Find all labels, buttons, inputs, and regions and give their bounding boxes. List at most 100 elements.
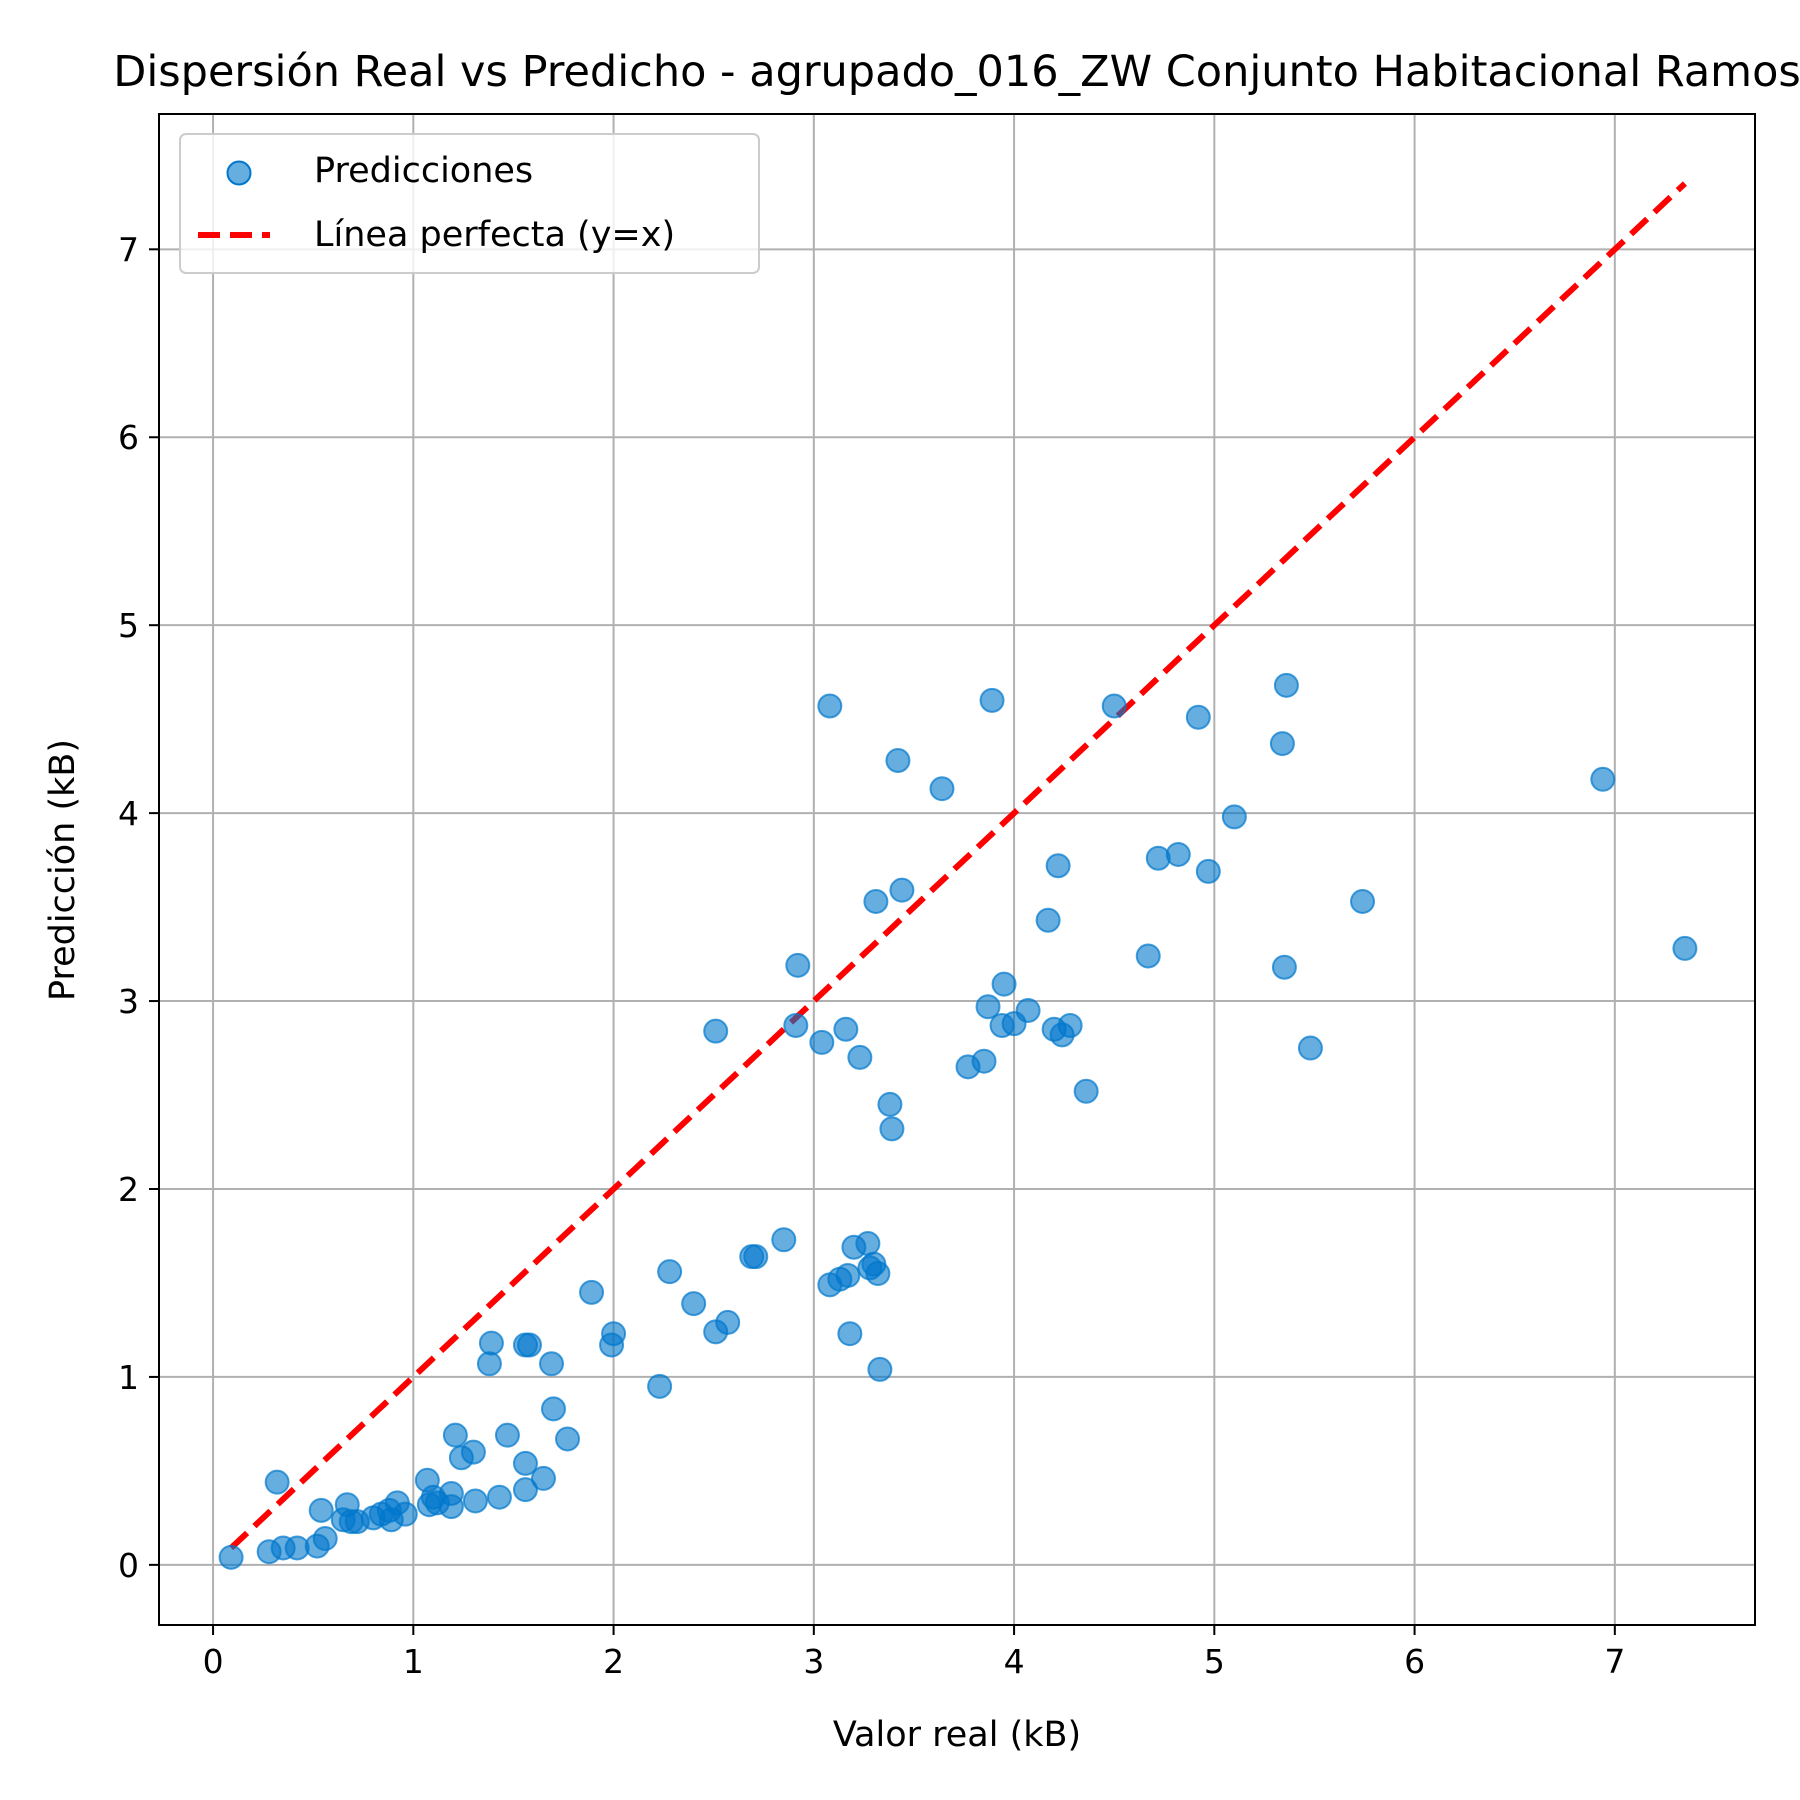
data-point-7 — [308, 1497, 334, 1523]
data-point-38 — [540, 1396, 566, 1422]
data-point-87 — [1073, 1078, 1099, 1104]
data-point-35 — [512, 1477, 538, 1503]
data-point-17 — [392, 1501, 418, 1527]
data-point-96 — [1271, 954, 1297, 980]
perfect-line-layer — [229, 181, 1687, 1551]
data-point-53 — [785, 952, 811, 978]
data-point-24 — [442, 1422, 468, 1448]
y-tick-label-7: 7 — [118, 230, 139, 269]
data-point-48 — [703, 1018, 729, 1044]
y-tick-label-6: 6 — [118, 418, 139, 457]
data-point-79 — [991, 971, 1017, 997]
legend-label-predicciones: Predicciones — [314, 151, 533, 191]
data-point-32 — [512, 1450, 538, 1476]
data-point-72 — [889, 877, 915, 903]
data-point-94 — [1221, 804, 1247, 830]
data-point-47 — [715, 1309, 741, 1335]
data-point-36 — [530, 1465, 556, 1491]
data-point-76 — [975, 994, 1001, 1020]
data-point-66 — [863, 888, 889, 914]
x-tick-label-1: 1 — [403, 1642, 424, 1681]
data-point-95 — [1269, 731, 1295, 757]
data-point-44 — [657, 1259, 683, 1285]
data-point-75 — [971, 1048, 997, 1074]
data-point-91 — [1165, 841, 1191, 867]
data-point-6 — [264, 1469, 290, 1495]
data-point-45 — [681, 1291, 707, 1317]
grid-lines — [159, 114, 1755, 1625]
data-point-90 — [1145, 845, 1171, 871]
data-point-99 — [1350, 888, 1376, 914]
x-tick-label-2: 2 — [603, 1642, 624, 1681]
x-tick-label-0: 0 — [203, 1642, 224, 1681]
data-point-31 — [494, 1422, 520, 1448]
data-point-67 — [865, 1261, 891, 1287]
perfect-line — [229, 181, 1687, 1551]
data-point-101 — [1672, 935, 1698, 961]
data-point-73 — [929, 776, 955, 802]
data-point-39 — [555, 1426, 581, 1452]
y-tick-label-5: 5 — [118, 606, 139, 645]
data-point-54 — [809, 1029, 835, 1055]
data-point-5 — [312, 1526, 338, 1552]
data-point-40 — [579, 1279, 605, 1305]
x-tick-label-7: 7 — [1604, 1642, 1625, 1681]
y-tick-label-4: 4 — [118, 794, 139, 833]
data-point-100 — [1590, 766, 1616, 792]
data-point-92 — [1185, 704, 1211, 730]
data-point-89 — [1135, 943, 1161, 969]
data-point-63 — [855, 1230, 881, 1256]
y-axis-label: Predicción (kB) — [43, 739, 83, 1001]
x-axis-label: Valor real (kB) — [833, 1715, 1081, 1755]
data-point-97 — [1273, 672, 1299, 698]
legend-box — [179, 133, 760, 274]
data-point-86 — [1057, 1012, 1083, 1038]
plot-area-frame — [158, 113, 1756, 1626]
axis-ticks: 0 1 2 3 4 5 6 7 0 1 2 3 4 5 6 7 — [118, 230, 1625, 1681]
data-point-77 — [979, 687, 1005, 713]
data-point-69 — [877, 1091, 903, 1117]
data-point-82 — [1035, 907, 1061, 933]
data-point-62 — [847, 1044, 873, 1070]
data-point-23 — [438, 1494, 464, 1520]
data-point-0 — [218, 1544, 244, 1570]
data-point-52 — [783, 1012, 809, 1038]
x-tick-label-4: 4 — [1004, 1642, 1025, 1681]
data-point-30 — [486, 1484, 512, 1510]
data-point-56 — [817, 693, 843, 719]
x-tick-label-5: 5 — [1204, 1642, 1225, 1681]
data-point-42 — [601, 1321, 627, 1347]
data-point-88 — [1101, 693, 1127, 719]
data-point-51 — [771, 1227, 797, 1253]
legend-marker-predicciones — [226, 160, 252, 186]
data-point-71 — [885, 747, 911, 773]
data-point-93 — [1195, 858, 1221, 884]
data-point-29 — [478, 1330, 504, 1356]
data-point-81 — [1015, 997, 1041, 1023]
data-point-27 — [462, 1488, 488, 1514]
data-point-34 — [516, 1332, 542, 1358]
data-point-58 — [833, 1016, 859, 1042]
data-point-26 — [460, 1439, 486, 1465]
data-point-59 — [835, 1262, 861, 1288]
x-tick-label-6: 6 — [1404, 1642, 1425, 1681]
y-tick-label-2: 2 — [118, 1170, 139, 1209]
data-point-84 — [1045, 853, 1071, 879]
data-point-98 — [1297, 1035, 1323, 1061]
data-point-68 — [867, 1356, 893, 1382]
data-point-37 — [538, 1351, 564, 1377]
data-point-70 — [879, 1116, 905, 1142]
data-points — [218, 672, 1698, 1570]
x-tick-label-3: 3 — [803, 1642, 824, 1681]
data-point-50 — [743, 1244, 769, 1270]
data-point-43 — [647, 1373, 673, 1399]
legend-label-perfect-line: Línea perfecta (y=x) — [314, 215, 675, 255]
legend: Predicciones Línea perfecta (y=x) — [179, 133, 760, 274]
y-tick-label-0: 0 — [118, 1546, 139, 1585]
chart-title: Dispersión Real vs Predicho - agrupado_0… — [113, 47, 1800, 97]
data-point-60 — [837, 1321, 863, 1347]
y-tick-label-1: 1 — [118, 1358, 139, 1397]
data-point-28 — [476, 1351, 502, 1377]
y-tick-label-3: 3 — [118, 982, 139, 1021]
